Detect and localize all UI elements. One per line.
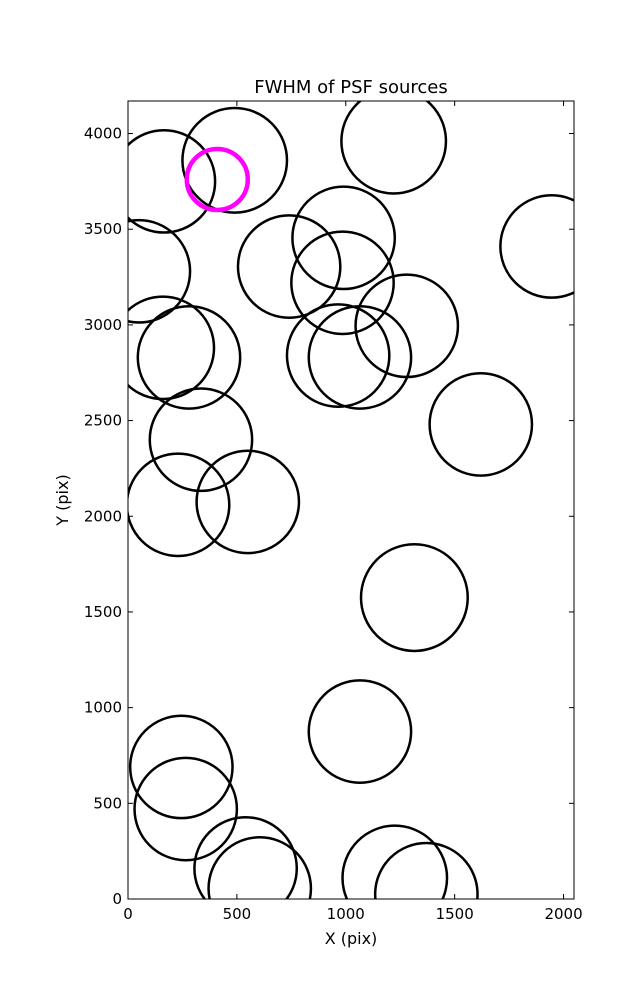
x-tick-label: 1000 xyxy=(327,905,365,923)
psf-source-circle xyxy=(340,101,448,195)
psf-source-circle xyxy=(128,452,231,558)
psf-source-circle xyxy=(128,295,216,401)
y-tick-label: 1000 xyxy=(84,699,122,717)
psf-source-circle xyxy=(193,815,299,899)
plot-area xyxy=(127,100,575,900)
y-tick-label: 4000 xyxy=(84,125,122,143)
x-axis-label: X (pix) xyxy=(325,929,378,948)
source-markers xyxy=(128,101,574,899)
y-axis-label: Y (pix) xyxy=(53,474,72,526)
psf-source-circle xyxy=(128,714,234,820)
psf-source-circle xyxy=(373,841,479,899)
psf-source-circle xyxy=(195,449,301,555)
y-tick-label: 1500 xyxy=(84,603,122,621)
y-tick-label: 3500 xyxy=(84,220,122,238)
chart-title: FWHM of PSF sources xyxy=(254,77,448,98)
x-tick-label: 2000 xyxy=(544,905,582,923)
y-tick-label: 3000 xyxy=(84,316,122,334)
psf-source-circle xyxy=(499,194,574,299)
highlighted-source-circle xyxy=(184,146,251,213)
psf-source-circle xyxy=(148,387,254,493)
psf-source-circle xyxy=(236,214,342,319)
plot-frame-border xyxy=(127,100,575,900)
y-tick-label: 2000 xyxy=(84,507,122,525)
y-tick-label: 0 xyxy=(112,890,122,908)
y-tick-label: 500 xyxy=(93,794,122,812)
psf-source-circle xyxy=(133,756,239,862)
psf-source-circle xyxy=(291,185,397,291)
axis-ticks: 0 500 1000 1500 2000 0 500 1000 1500 2000 2500 3000… xyxy=(84,101,583,923)
psf-source-circle xyxy=(428,371,534,477)
psf-source-circle xyxy=(136,305,242,410)
psf-source-circle xyxy=(128,218,192,324)
psf-source-circle xyxy=(285,303,391,408)
x-tick-label: 1500 xyxy=(436,905,474,923)
psf-source-circle xyxy=(359,543,469,653)
psf-source-circle xyxy=(341,824,449,899)
psf-source-circle xyxy=(307,305,413,410)
psf-source-circle xyxy=(207,836,313,899)
psf-source-circle xyxy=(307,679,413,784)
psf-source-circle xyxy=(290,230,395,336)
x-tick-label: 500 xyxy=(223,905,252,923)
x-tick-label: 0 xyxy=(123,905,133,923)
y-tick-label: 2500 xyxy=(84,412,122,430)
psf-source-circle xyxy=(181,106,289,214)
psf-source-circle xyxy=(128,128,217,234)
